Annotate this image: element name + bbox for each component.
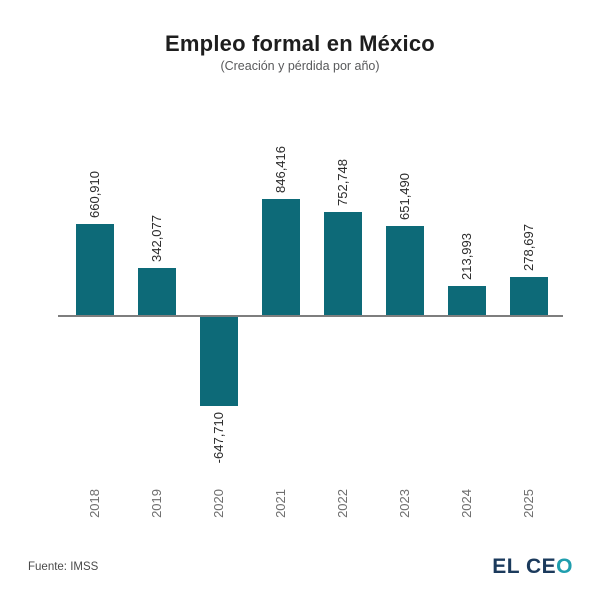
- chart-header: Empleo formal en México (Creación y pérd…: [0, 0, 600, 73]
- bar-2018: [75, 224, 114, 315]
- x-tick-label: 2020: [206, 489, 232, 529]
- bar-value-text: 278,697: [521, 224, 536, 271]
- logo-text-accent: O: [556, 555, 573, 578]
- bar-value-label: 278,697: [516, 131, 542, 271]
- bar-2022: [323, 212, 362, 315]
- bar-value-text: -647,710: [211, 412, 226, 464]
- bar-value-text: 342,077: [149, 215, 164, 262]
- bar-value-text: 213,993: [459, 233, 474, 280]
- x-tick-text: 2024: [459, 489, 474, 518]
- chart-title: Empleo formal en México: [165, 31, 435, 56]
- x-tick-label: 2019: [144, 489, 170, 529]
- x-tick-label: 2024: [454, 489, 480, 529]
- bar-value-label: 213,993: [454, 140, 480, 280]
- x-tick-label: 2021: [268, 489, 294, 529]
- bar-value-label: 660,910: [82, 78, 108, 218]
- bar-value-label: 651,490: [392, 80, 418, 220]
- x-tick-text: 2025: [521, 489, 536, 518]
- bar-2025: [509, 277, 548, 315]
- chart-subtitle: (Creación y pérdida por año): [220, 59, 380, 73]
- x-tick-label: 2023: [392, 489, 418, 529]
- source-note: Fuente: IMSS: [28, 561, 99, 573]
- x-tick-text: 2020: [211, 489, 226, 518]
- x-tick-label: 2025: [516, 489, 542, 529]
- bar-2023: [385, 226, 424, 315]
- bar-value-label: -647,710: [206, 412, 232, 552]
- bar-2019: [137, 268, 176, 315]
- x-tick-label: 2022: [330, 489, 356, 529]
- bar-2021: [261, 199, 300, 315]
- x-tick-text: 2023: [397, 489, 412, 518]
- bar-value-label: 846,416: [268, 53, 294, 193]
- bar-value-text: 752,748: [335, 159, 350, 206]
- bar-2024: [447, 286, 486, 315]
- bar-value-label: 752,748: [330, 66, 356, 206]
- bar-2020: [199, 317, 238, 406]
- x-tick-text: 2022: [335, 489, 350, 518]
- bar-value-text: 651,490: [397, 173, 412, 220]
- x-tick-text: 2018: [87, 489, 102, 518]
- bar-value-text: 660,910: [87, 171, 102, 218]
- elceo-logo: EL CEO: [492, 555, 573, 579]
- x-tick-text: 2021: [273, 489, 288, 518]
- bar-value-label: 342,077: [144, 122, 170, 262]
- logo-text-primary: EL CE: [492, 555, 557, 578]
- x-axis-line: [58, 315, 563, 317]
- x-tick-label: 2018: [82, 489, 108, 529]
- bar-value-text: 846,416: [273, 146, 288, 193]
- x-tick-text: 2019: [149, 489, 164, 518]
